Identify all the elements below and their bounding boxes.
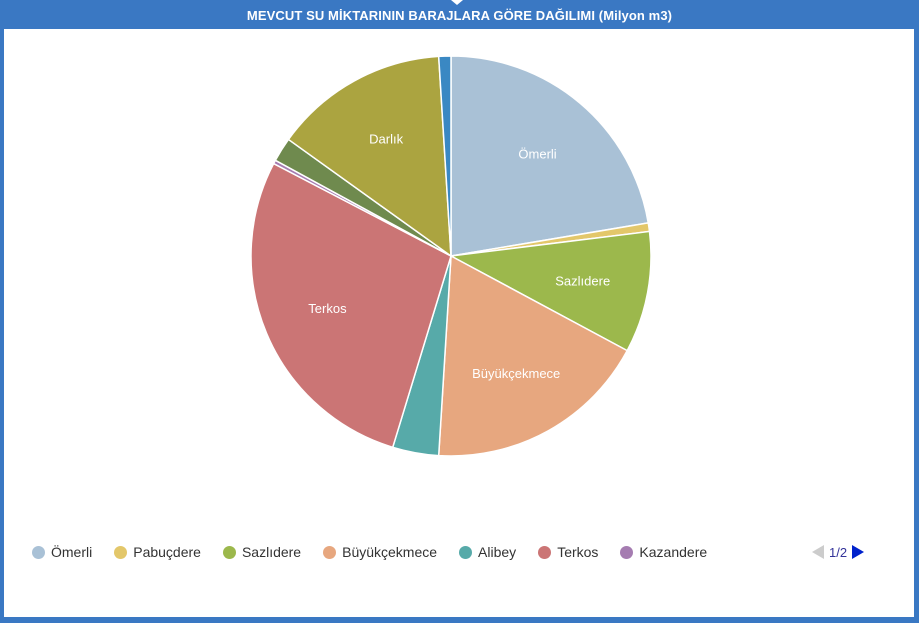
pie-slice-omerli[interactable] <box>450 55 650 257</box>
legend-symbol-icon <box>323 545 337 559</box>
pie-chart: Ömerli Sazlıdere Büyükçekmece Terkos Darlık <box>250 55 652 457</box>
legend-label: Alibey <box>478 544 517 560</box>
legend-item-alibey[interactable]: Alibey <box>459 544 516 560</box>
slice-label-darlik: Darlık <box>369 132 403 147</box>
legend-label: Kazandere <box>639 544 708 560</box>
pie-slice-buyukcekmece[interactable] <box>437 254 629 457</box>
legend-label: Ömerli <box>51 544 93 560</box>
pager-page-text: 1/2 <box>829 544 848 560</box>
pie-slice-darlik[interactable] <box>287 55 452 258</box>
chart-title: MEVCUT SU MİKTARININ BARAJLARA GÖRE DAĞI… <box>246 7 673 23</box>
legend-symbol-icon <box>222 545 236 559</box>
legend-symbol-icon <box>114 545 128 559</box>
legend-symbol-icon <box>459 545 473 559</box>
legend-item-pabucdere[interactable]: Pabuçdere <box>114 544 201 560</box>
chart-title-bar: MEVCUT SU MİKTARININ BARAJLARA GÖRE DAĞI… <box>0 0 919 30</box>
legend-label: Büyükçekmece <box>342 544 438 560</box>
slice-label-buyukcekmece: Büyükçekmece <box>472 366 560 381</box>
legend-label: Terkos <box>557 544 599 560</box>
pager-next-icon[interactable] <box>852 545 865 559</box>
slice-label-omerli: Ömerli <box>518 147 556 162</box>
pager-prev-icon[interactable] <box>812 545 824 559</box>
slice-label-sazlidere: Sazlıdere <box>555 274 610 289</box>
chart-panel: Ömerli Sazlıdere Büyükçekmece Terkos Darlık … <box>4 29 914 617</box>
legend-symbol-icon <box>538 545 552 559</box>
legend-symbol-icon <box>32 545 45 559</box>
legend-item-omerli[interactable]: Ömerli <box>32 544 92 560</box>
pie-slice-sazlidere[interactable] <box>448 230 652 352</box>
legend-item-kazandere[interactable]: Kazandere <box>620 544 707 560</box>
legend-pager: 1/2 <box>812 543 865 561</box>
legend-symbol-icon <box>620 545 634 559</box>
title-notch <box>451 0 463 5</box>
chart-legend: Ömerli Pabuçdere Sazlıdere Büyükçekmece Alib… <box>32 543 729 561</box>
legend-label: Sazlıdere <box>241 544 302 560</box>
legend-label: Pabuçdere <box>133 544 201 560</box>
slice-label-terkos: Terkos <box>308 301 347 316</box>
pie-slice-unlabeled-9[interactable] <box>437 55 452 257</box>
legend-item-sazlidere[interactable]: Sazlıdere <box>222 544 302 560</box>
pie-slice-terkos[interactable] <box>250 162 452 449</box>
legend-item-buyukcekmece[interactable]: Büyükçekmece <box>323 544 437 560</box>
legend-item-terkos[interactable]: Terkos <box>538 544 598 560</box>
